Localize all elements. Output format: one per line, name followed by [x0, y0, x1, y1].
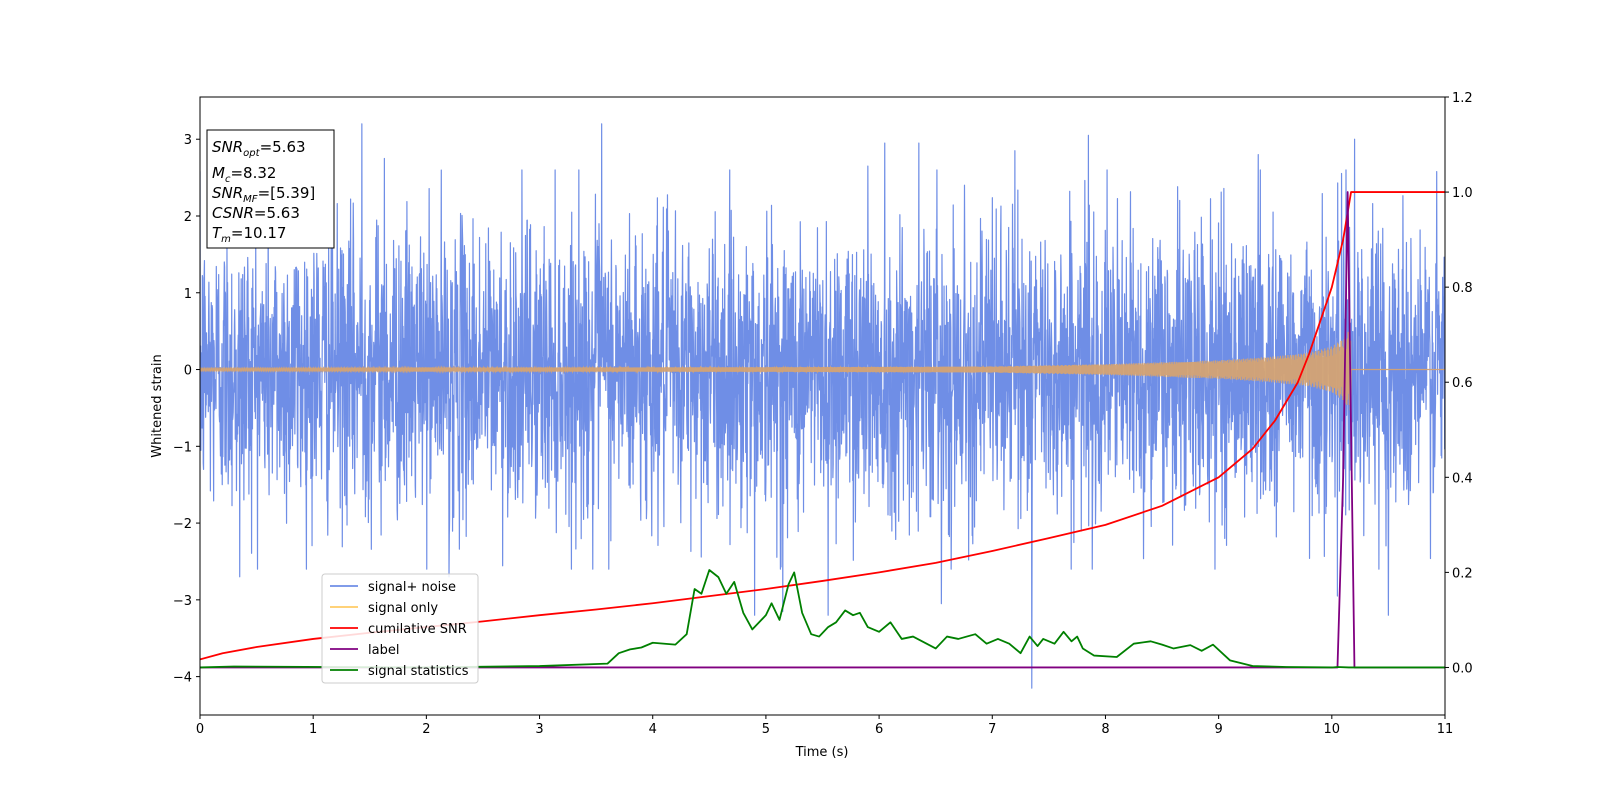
x-tick-label: 8	[1101, 722, 1109, 737]
signal-statistics-line	[200, 569, 1445, 669]
annotation-csnr: CSNR=5.63	[212, 204, 300, 222]
legend: signal+ noise signal only cumilative SNR la…	[321, 573, 479, 684]
x-tick-label: 10	[1324, 722, 1341, 737]
legend-label: signal+ noise	[368, 580, 456, 595]
y-axis-label: Whitened strain	[150, 354, 165, 457]
plot-frame	[199, 96, 1446, 716]
annotation-box: SNRopt=5.63 Mc=8.32 SNRMF=[5.39] CSNR=5.…	[206, 129, 335, 249]
legend-frame	[321, 573, 479, 684]
x-tick-label: 11	[1437, 722, 1454, 737]
y-tick-label: −1	[173, 440, 192, 455]
y-tick-label: 0	[184, 364, 192, 379]
x-tick-label: 1	[309, 722, 317, 737]
legend-label: signal statistics	[368, 664, 469, 679]
legend-label: signal only	[368, 601, 438, 616]
x-tick-label: 9	[1214, 722, 1222, 737]
x-tick-label: 7	[988, 722, 996, 737]
signal-only-line	[200, 331, 1445, 411]
x-tick-label: 5	[762, 722, 770, 737]
y2-tick-label: 0.6	[1452, 376, 1473, 391]
y2-tick-label: 0.2	[1452, 566, 1473, 581]
y2-tick-label: 1.0	[1452, 186, 1473, 201]
annotation-mc: Mc=8.32	[212, 164, 276, 185]
signal-only-series	[200, 331, 1445, 411]
annotation-snr-opt: SNRopt=5.63	[212, 138, 306, 159]
x-axis-label: Time (s)	[795, 745, 849, 760]
x-tick-label: 4	[649, 722, 657, 737]
y-tick-label: 2	[184, 210, 192, 225]
legend-label: label	[368, 643, 399, 658]
x-tick-label: 3	[535, 722, 543, 737]
x-tick-label: 0	[196, 722, 204, 737]
y2-tick-label: 0.0	[1452, 661, 1473, 676]
annotation-tm: Tm=10.17	[212, 224, 286, 245]
y-tick-label: −3	[173, 594, 192, 609]
y-tick-label: −4	[173, 671, 192, 686]
y-tick-label: −2	[173, 517, 192, 532]
y-axis-ticks: 3 2 1 0 −1 −2 −3 −4	[173, 133, 200, 686]
x-tick-label: 2	[422, 722, 430, 737]
y2-tick-label: 1.2	[1452, 91, 1473, 106]
annotation-snr-mf: SNRMF=[5.39]	[212, 184, 315, 205]
signal-statistics-series	[200, 569, 1445, 669]
y-tick-label: 3	[184, 133, 192, 148]
x-tick-label: 6	[875, 722, 883, 737]
y2-tick-label: 0.4	[1452, 471, 1473, 486]
y-tick-label: 1	[184, 287, 192, 302]
y2-axis-ticks: 1.2 1.0 0.8 0.6 0.4 0.2 0.0	[1445, 91, 1473, 676]
x-axis-ticks: 0 1 2 3 4 5 6 7 8 9 10 11	[196, 715, 1453, 737]
y2-tick-label: 0.8	[1452, 281, 1473, 296]
legend-label: cumilative SNR	[368, 622, 467, 637]
